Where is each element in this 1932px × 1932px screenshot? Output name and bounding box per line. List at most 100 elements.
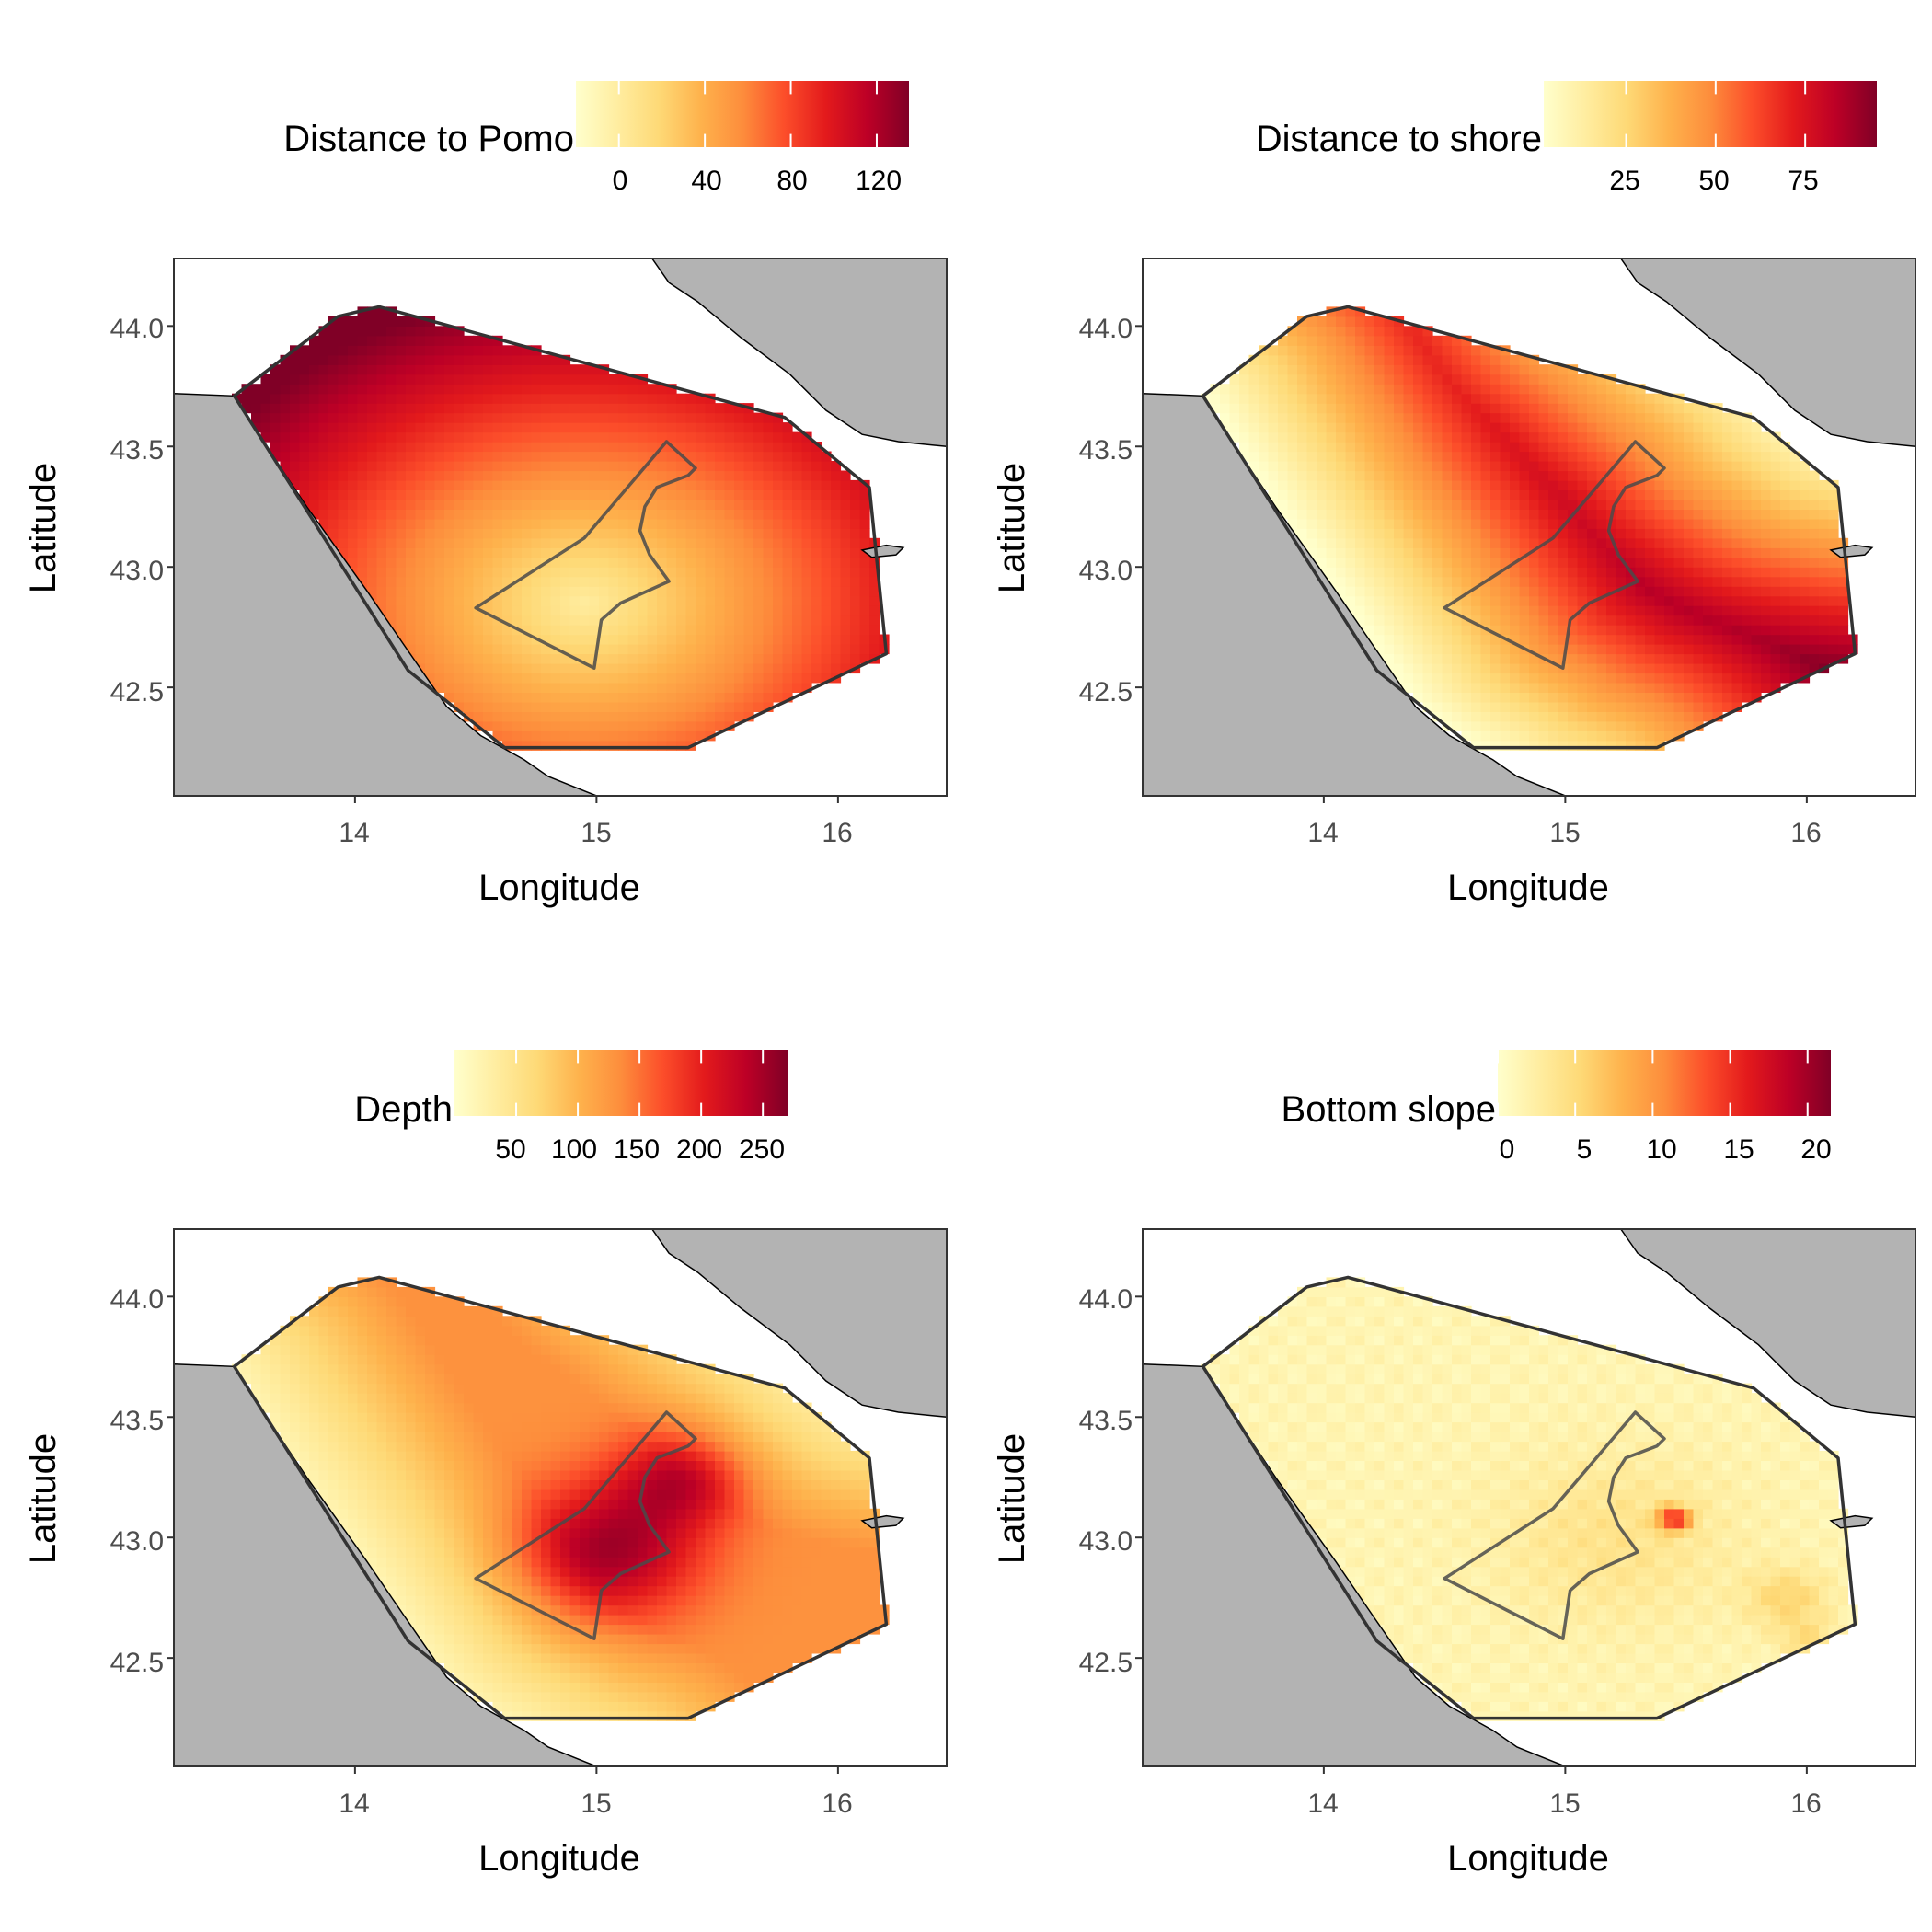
- raster-cell: [560, 663, 571, 674]
- raster-cell: [580, 711, 591, 722]
- raster-cell: [580, 692, 591, 703]
- raster-cell: [444, 1354, 455, 1365]
- raster-cell: [309, 1316, 320, 1327]
- raster-cell: [386, 528, 397, 539]
- raster-cell: [1742, 412, 1753, 423]
- raster-cell: [357, 1421, 368, 1432]
- raster-cell: [386, 1374, 397, 1385]
- raster-cell: [1742, 461, 1753, 472]
- raster-cell: [1664, 730, 1675, 742]
- raster-cell: [406, 1518, 417, 1529]
- raster-cell: [454, 663, 465, 674]
- raster-cell: [386, 1296, 397, 1307]
- raster-cell: [270, 431, 282, 443]
- raster-cell: [406, 1421, 417, 1432]
- raster-cell: [560, 653, 571, 664]
- raster-cell: [1626, 557, 1637, 568]
- raster-cell: [1645, 431, 1656, 443]
- raster-cell: [473, 1344, 484, 1355]
- raster-cell: [444, 384, 455, 395]
- raster-cell: [647, 586, 658, 597]
- raster-cell: [1548, 576, 1559, 587]
- raster-cell: [811, 673, 822, 684]
- raster-cell: [280, 393, 291, 404]
- raster-cell: [696, 442, 707, 453]
- raster-cell: [386, 335, 397, 346]
- raster-cell: [492, 1432, 503, 1443]
- raster-cell: [1596, 537, 1607, 548]
- raster-cell: [666, 740, 677, 751]
- raster-cell: [464, 557, 475, 568]
- raster-cell: [715, 412, 726, 423]
- raster-cell: [464, 1305, 475, 1317]
- raster-cell: [444, 1460, 455, 1471]
- raster-cell: [473, 634, 484, 645]
- raster-cell: [657, 537, 668, 548]
- raster-cell: [773, 586, 784, 597]
- raster-cell: [492, 364, 503, 375]
- raster-cell: [1519, 673, 1530, 684]
- raster-cell: [1336, 384, 1347, 395]
- raster-cell: [1471, 412, 1482, 423]
- raster-cell: [415, 354, 426, 365]
- raster-cell: [763, 644, 774, 655]
- raster-cell: [415, 586, 426, 597]
- raster-cell: [1394, 586, 1405, 597]
- raster-cell: [1500, 644, 1511, 655]
- raster-cell: [1403, 384, 1414, 395]
- raster-cell: [657, 403, 668, 414]
- raster-cell: [415, 412, 426, 423]
- raster-cell: [580, 374, 591, 385]
- raster-cell: [483, 374, 494, 385]
- raster-cell: [1548, 711, 1559, 722]
- raster-cell: [1616, 653, 1627, 664]
- raster-cell: [1577, 740, 1588, 751]
- raster-cell: [782, 557, 793, 568]
- raster-cell: [1422, 479, 1433, 490]
- raster-cell: [1635, 653, 1646, 664]
- raster-cell: [1673, 663, 1685, 674]
- raster-cell: [1452, 692, 1463, 703]
- raster-cell: [1259, 422, 1270, 433]
- raster-cell: [1432, 528, 1443, 539]
- raster-cell: [492, 1634, 503, 1645]
- raster-cell: [1529, 431, 1540, 443]
- raster-cell: [1471, 345, 1482, 356]
- raster-cell: [444, 509, 455, 520]
- raster-cell: [328, 412, 339, 423]
- raster-cell: [831, 576, 842, 587]
- raster-cell: [638, 673, 649, 684]
- panel-border: [173, 258, 948, 797]
- raster-cell: [1548, 509, 1559, 520]
- raster-cell: [492, 1383, 503, 1394]
- raster-cell: [724, 403, 735, 414]
- raster-cell: [454, 509, 465, 520]
- raster-cell: [1403, 518, 1414, 529]
- raster-cell: [1587, 615, 1598, 626]
- raster-cell: [1432, 663, 1443, 674]
- raster-cell: [1355, 364, 1366, 375]
- raster-cell: [580, 673, 591, 684]
- raster-cell: [348, 345, 359, 356]
- raster-cell: [1654, 547, 1665, 558]
- raster-cell: [512, 412, 523, 423]
- raster-cell: [821, 537, 832, 548]
- raster-cell: [531, 431, 542, 443]
- raster-cell: [1403, 595, 1414, 606]
- raster-cell: [1461, 682, 1472, 693]
- raster-cell: [444, 663, 455, 674]
- raster-cell: [657, 682, 668, 693]
- raster-cell: [1355, 605, 1366, 616]
- raster-cell: [715, 576, 726, 587]
- raster-cell: [792, 509, 803, 520]
- raster-cell: [734, 509, 745, 520]
- raster-cell: [1306, 403, 1317, 414]
- raster-cell: [318, 1316, 329, 1327]
- raster-cell: [396, 442, 407, 453]
- raster-cell: [1596, 653, 1607, 664]
- raster-cell: [666, 489, 677, 500]
- raster-cell: [657, 461, 668, 472]
- raster-cell: [473, 374, 484, 385]
- raster-cell: [406, 644, 417, 655]
- raster-cell: [1355, 557, 1366, 568]
